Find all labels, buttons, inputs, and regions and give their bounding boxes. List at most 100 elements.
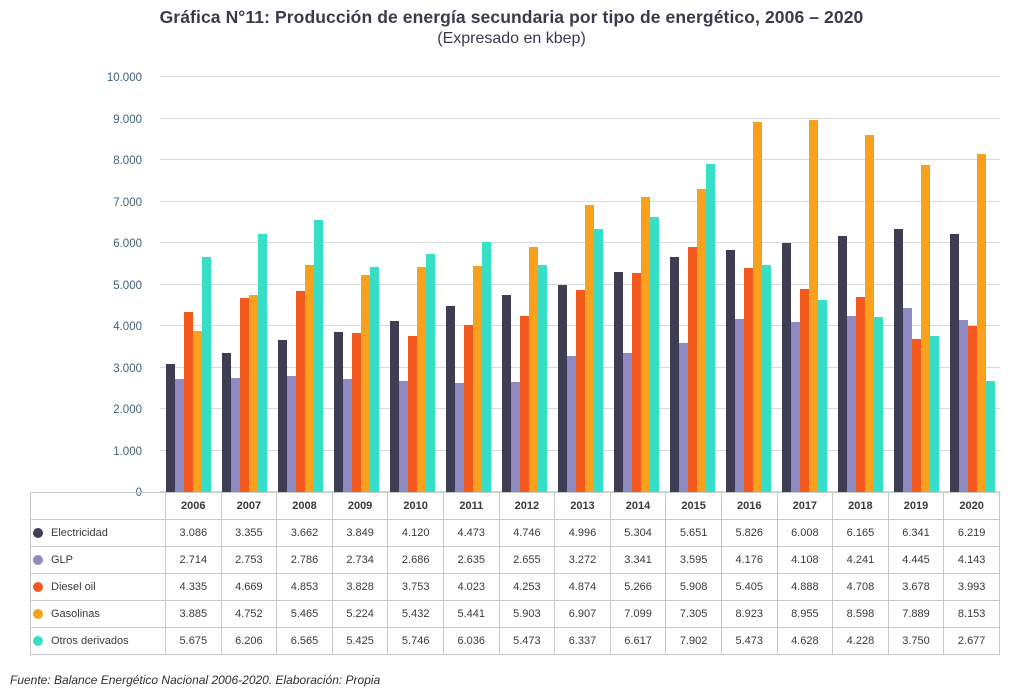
bar (445, 306, 455, 492)
legend-dot-icon (33, 528, 43, 538)
gridline (160, 242, 1000, 243)
bar (790, 321, 800, 492)
gridline (160, 117, 1000, 119)
bar (183, 312, 193, 492)
bar (705, 164, 715, 492)
legend-label: Electricidad (51, 527, 108, 539)
value-cell: 8.598 (832, 600, 889, 628)
value-cell: 4.143 (943, 546, 1000, 574)
value-cell: 5.908 (665, 573, 722, 601)
legend-label: Otros derivados (51, 635, 129, 647)
value-cell: 4.253 (498, 573, 556, 601)
bar (566, 356, 576, 492)
gridline (160, 200, 1000, 202)
value-cell: 3.272 (554, 546, 611, 574)
value-cell: 5.651 (665, 519, 722, 547)
value-cell: 5.826 (720, 519, 778, 547)
bar-group-2019 (888, 77, 944, 492)
bar-group-2015 (664, 77, 720, 492)
value-cell: 6.206 (220, 627, 278, 655)
value-cell: 4.228 (832, 627, 889, 655)
value-cell: 3.341 (609, 546, 667, 574)
year-header-cell: 2020 (943, 492, 1000, 520)
value-cell: 7.305 (665, 600, 722, 628)
year-header-cell: 2008 (276, 492, 333, 520)
value-cell: 5.903 (498, 600, 556, 628)
value-cell: 2.753 (220, 546, 278, 574)
legend-cell: Electricidad (30, 519, 166, 547)
bar-group-2007 (216, 77, 272, 492)
bar (501, 295, 511, 492)
bar (893, 228, 903, 492)
bar (696, 188, 706, 492)
year-header-cell: 2012 (498, 492, 556, 520)
value-cell: 8.153 (943, 600, 1000, 628)
legend-label: GLP (51, 554, 74, 566)
bar (575, 289, 585, 492)
bar-group-2011 (440, 77, 496, 492)
bar (333, 332, 343, 492)
bar (389, 321, 399, 492)
legend-dot-icon (33, 582, 43, 592)
value-cell: 8.923 (720, 600, 778, 628)
value-cell: 6.036 (442, 627, 500, 655)
value-cell: 3.993 (943, 573, 1000, 601)
bar (976, 153, 986, 492)
year-header-cell: 2007 (220, 492, 278, 520)
value-cell: 5.473 (498, 627, 556, 655)
legend-inner: GLP (33, 554, 163, 566)
legend-cell: Diesel oil (30, 573, 166, 601)
bar-group-2020 (944, 77, 1000, 492)
year-header-cell: 2009 (331, 492, 389, 520)
bar (631, 273, 641, 492)
bar (949, 233, 959, 492)
value-cell: 4.669 (220, 573, 278, 601)
y-tick-label: 4.000 (113, 321, 142, 333)
year-header-cell: 2018 (832, 492, 889, 520)
y-tick-label: 2.000 (113, 404, 142, 416)
bar (687, 246, 697, 492)
value-cell: 3.849 (331, 519, 389, 547)
value-cell: 7.902 (665, 627, 722, 655)
chart-subtitle: (Expresado en kbep) (437, 30, 586, 47)
value-cell: 5.441 (442, 600, 500, 628)
bar (342, 378, 352, 492)
value-cell: 3.086 (165, 519, 222, 547)
bar (593, 229, 603, 492)
bar-group-2014 (608, 77, 664, 492)
value-cell: 6.008 (776, 519, 834, 547)
value-cell: 3.885 (165, 600, 222, 628)
bar (304, 265, 314, 492)
value-cell: 2.677 (943, 627, 1000, 655)
bar (369, 266, 379, 492)
value-cell: 4.176 (720, 546, 778, 574)
table-corner-cell (30, 492, 166, 520)
gridline (160, 76, 1000, 77)
bar (230, 377, 240, 492)
plot-area (160, 76, 1000, 492)
value-cell: 2.786 (276, 546, 333, 574)
bar (799, 289, 809, 492)
value-cell: 3.662 (276, 519, 333, 547)
bar (855, 296, 865, 492)
bar (613, 271, 623, 492)
value-cell: 3.595 (665, 546, 722, 574)
value-cell: 5.746 (387, 627, 444, 655)
bar (519, 315, 529, 492)
bar (360, 275, 370, 492)
value-cell: 4.853 (276, 573, 333, 601)
value-cell: 6.165 (832, 519, 889, 547)
bar (481, 241, 491, 492)
y-axis: 0 1.000 2.000 3.000 4.000 5.000 6.000 7.000 8.00… (0, 72, 150, 499)
bar (398, 380, 408, 492)
bar-group-2009 (328, 77, 384, 492)
value-cell: 4.874 (554, 573, 611, 601)
bar (165, 363, 175, 492)
bar-group-2013 (552, 77, 608, 492)
table-row: Otros derivados 5.675 6.206 6.565 5.425 5.746… (30, 627, 1000, 655)
bar (622, 353, 632, 492)
year-header-cell: 2019 (887, 492, 945, 520)
gridline (160, 159, 1000, 160)
legend-label: Diesel oil (51, 581, 96, 593)
value-cell: 4.996 (554, 519, 611, 547)
